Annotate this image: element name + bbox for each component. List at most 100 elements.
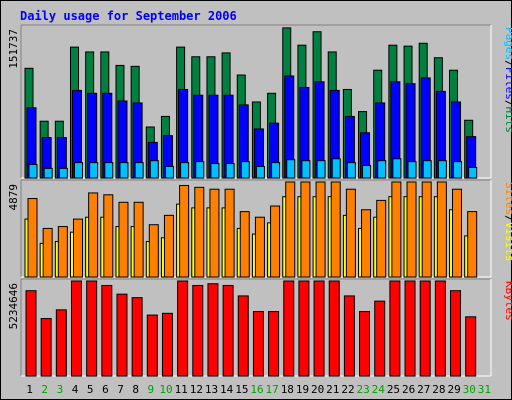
bar-sites-day-26 [406, 181, 417, 278]
bar-kbytes-day-28 [434, 280, 446, 377]
bar-sites-day-16 [254, 216, 265, 278]
bar-sites-day-29 [452, 188, 463, 278]
bar-pages-day-27 [422, 160, 432, 179]
bar-kbytes-day-4 [70, 280, 82, 377]
legend-entry: Hits [503, 107, 512, 134]
x-tick-label-day-22: 22 [341, 383, 354, 396]
x-tick-label-day-29: 29 [447, 383, 460, 396]
y-axis-max-label: 5234646 [7, 283, 20, 329]
bar-pages-day-13 [210, 163, 220, 179]
x-tick-label-day-27: 27 [417, 383, 430, 396]
bar-pages-day-12 [195, 161, 205, 179]
x-tick-label-day-5: 5 [87, 383, 94, 396]
bar-pages-day-5 [89, 162, 99, 179]
bar-sites-day-23 [361, 209, 372, 278]
bar-sites-day-24 [376, 199, 387, 278]
bar-kbytes-day-25 [389, 280, 401, 377]
bar-kbytes-day-15 [237, 295, 249, 377]
bar-pages-day-25 [392, 158, 402, 179]
bar-kbytes-day-13 [207, 283, 219, 377]
y-axis-max-label: 4879 [7, 184, 20, 211]
bar-sites-day-10 [163, 214, 174, 278]
legend-entry: Files [503, 67, 512, 100]
x-tick-label-day-26: 26 [402, 383, 415, 396]
x-tick-label-day-18: 18 [281, 383, 294, 396]
bar-sites-day-19 [300, 181, 311, 278]
bar-sites-day-14 [224, 188, 235, 278]
bar-sites-day-27 [421, 181, 432, 278]
bar-pages-day-18 [286, 159, 296, 179]
bar-pages-day-10 [164, 165, 174, 179]
bar-kbytes-day-16 [252, 311, 264, 377]
bar-kbytes-day-22 [343, 295, 355, 377]
bar-pages-day-19 [301, 160, 311, 179]
bar-kbytes-day-5 [86, 280, 98, 377]
x-tick-label-day-28: 28 [432, 383, 445, 396]
x-tick-label-day-9: 9 [148, 383, 155, 396]
bar-sites-day-2 [42, 227, 53, 278]
x-tick-label-day-14: 14 [220, 383, 234, 396]
bar-pages-day-6 [104, 162, 114, 179]
x-tick-label-day-3: 3 [57, 383, 64, 396]
bar-sites-day-28 [436, 181, 447, 278]
bar-kbytes-day-30 [465, 316, 477, 377]
bar-kbytes-day-9 [146, 314, 158, 377]
bar-kbytes-day-6 [101, 284, 113, 377]
x-tick-label-day-15: 15 [235, 383, 248, 396]
bar-kbytes-day-1 [25, 290, 37, 377]
bar-pages-day-15 [240, 161, 250, 179]
legend-separator: / [503, 60, 512, 67]
x-tick-label-day-20: 20 [311, 383, 324, 396]
bar-pages-day-20 [316, 160, 326, 179]
x-tick-label-day-23: 23 [357, 383, 370, 396]
legend: Pages/Files/Hits [503, 27, 512, 133]
x-tick-label-day-4: 4 [72, 383, 79, 396]
bar-pages-day-2 [43, 167, 53, 179]
bar-sites-day-12 [194, 186, 205, 278]
bar-pages-day-17 [271, 162, 281, 179]
bar-sites-day-1 [27, 198, 38, 278]
legend: KBytes [503, 281, 512, 321]
legend-entry: KBytes [503, 281, 512, 321]
bar-pages-day-1 [28, 164, 38, 179]
bar-sites-day-11 [179, 184, 190, 278]
x-tick-label-day-13: 13 [205, 383, 218, 396]
bar-kbytes-day-2 [40, 318, 52, 377]
bar-sites-day-18 [285, 181, 296, 278]
bar-sites-day-3 [57, 226, 68, 278]
bar-kbytes-day-14 [222, 284, 234, 377]
bar-kbytes-day-7 [116, 293, 128, 377]
x-tick-label-day-24: 24 [372, 383, 386, 396]
legend-entry: Sites [503, 182, 512, 215]
x-tick-label-day-7: 7 [117, 383, 124, 396]
bar-kbytes-day-19 [298, 280, 310, 377]
bar-pages-day-24 [377, 160, 387, 179]
bar-pages-day-22 [346, 162, 356, 179]
x-tick-label-day-19: 19 [296, 383, 309, 396]
x-tick-label-day-25: 25 [387, 383, 400, 396]
x-tick-label-day-6: 6 [102, 383, 109, 396]
x-tick-label-day-11: 11 [175, 383, 188, 396]
bar-pages-day-16 [255, 165, 265, 179]
bar-pages-day-30 [468, 166, 478, 179]
bar-sites-day-21 [330, 181, 341, 278]
bar-kbytes-day-3 [55, 309, 67, 377]
x-tick-label-day-31: 31 [478, 383, 491, 396]
bar-sites-day-6 [103, 194, 114, 278]
bar-pages-day-8 [134, 162, 144, 179]
x-tick-label-day-8: 8 [132, 383, 139, 396]
x-tick-label-day-16: 16 [250, 383, 263, 396]
bar-pages-day-28 [437, 160, 447, 179]
y-axis-max-label: 151737 [7, 29, 20, 69]
bar-pages-day-14 [225, 163, 235, 179]
bar-pages-day-7 [119, 162, 129, 179]
bar-sites-day-5 [88, 192, 99, 278]
x-tick-label-day-30: 30 [463, 383, 476, 396]
bar-pages-day-11 [180, 162, 190, 179]
bar-sites-day-20 [315, 181, 326, 278]
bar-kbytes-day-17 [268, 311, 280, 377]
x-tick-label-day-21: 21 [326, 383, 339, 396]
bar-pages-day-21 [331, 158, 341, 179]
chart-title: Daily usage for September 2006 [20, 9, 237, 23]
bar-sites-day-17 [270, 205, 281, 278]
